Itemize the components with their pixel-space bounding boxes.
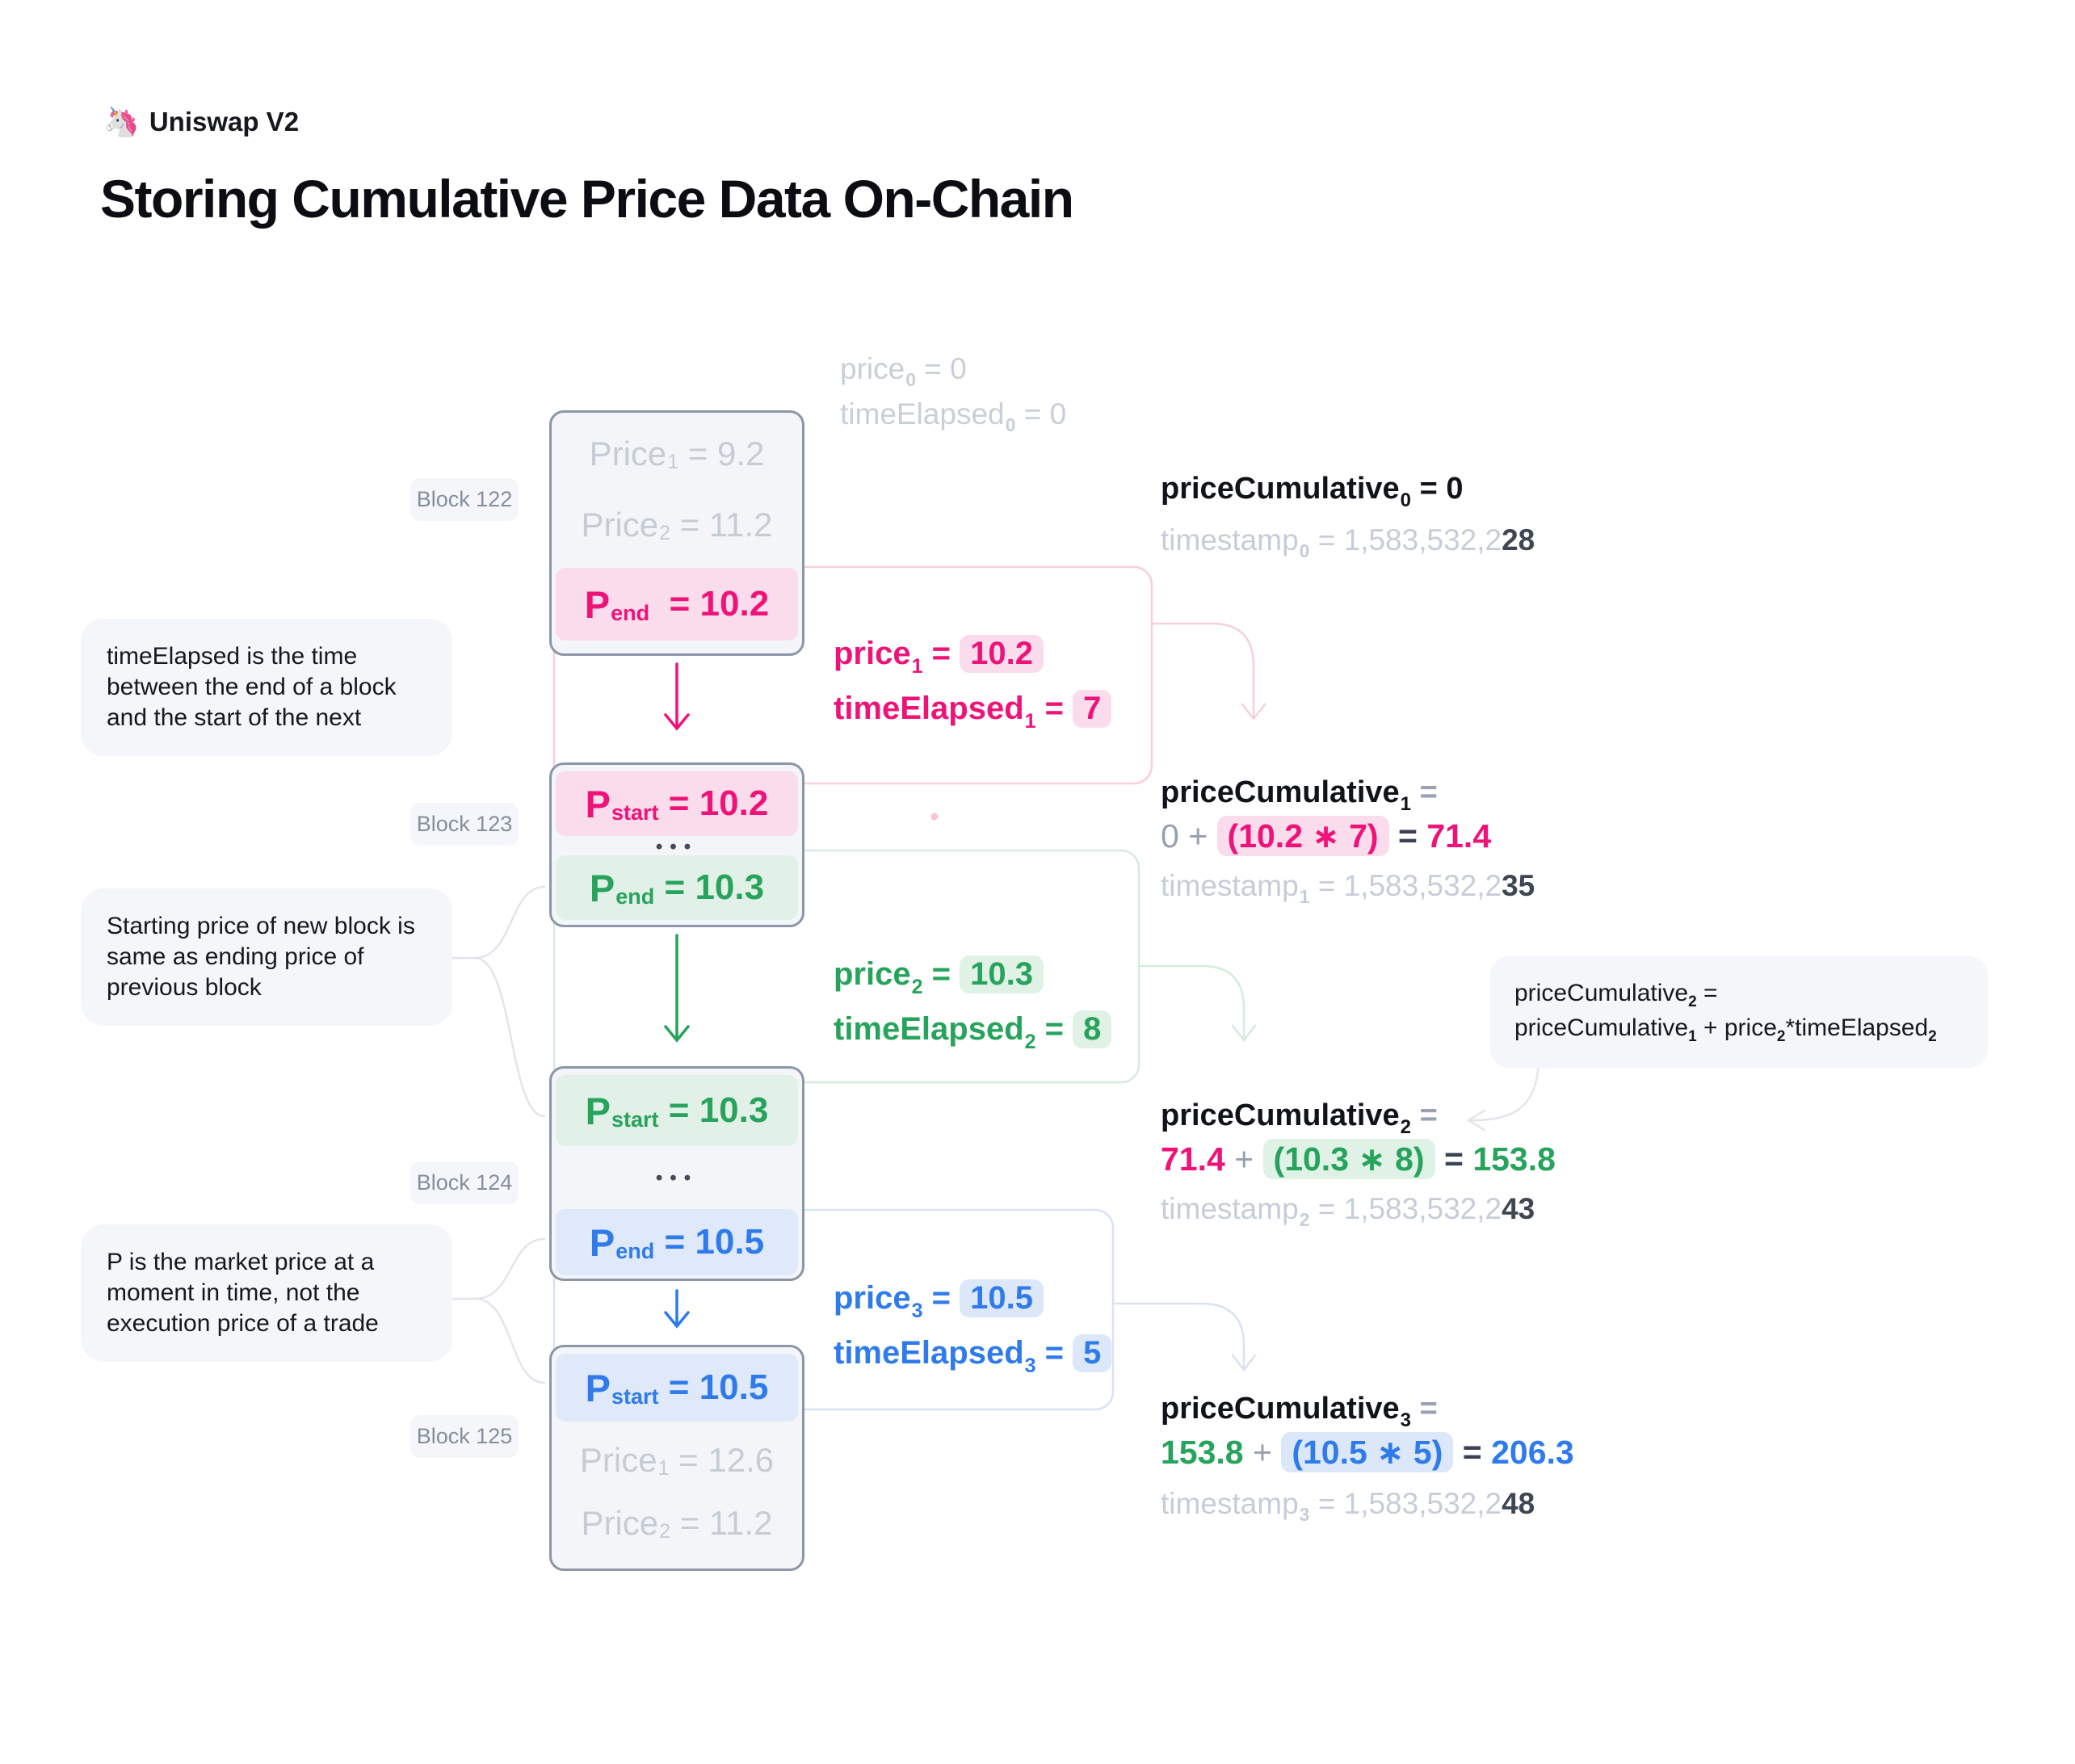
price-cumulative-1-equation: 0 + (10.2 ∗ 7) = 71.4 — [1161, 816, 1492, 856]
block-124-badge: Block 124 — [410, 1161, 519, 1204]
logo-text: Uniswap V2 — [149, 107, 300, 136]
blue-group-outline — [552, 1208, 1115, 1411]
price2-annotation: price 2 = 10.3 — [834, 956, 1044, 998]
note2-brace-connector — [447, 885, 546, 1118]
green-branch-arrow — [1137, 964, 1257, 1043]
cumulative-formula-note: priceCumulative2 = priceCumulative1 + pr… — [1490, 956, 1988, 1068]
timestamp-2: timestamp 2 = 1,583,532,2 43 — [1161, 1192, 1535, 1231]
price-cumulative-1-title: priceCumulative 1 = — [1161, 775, 1438, 815]
time-elapsed1-annotation: timeElapsed 1 = 7 — [834, 690, 1112, 733]
blue-branch-arrow — [1111, 1302, 1257, 1372]
decorative-pink-dot — [930, 813, 939, 821]
price-cumulative-2-title: priceCumulative 2 = — [1161, 1098, 1438, 1138]
note-time-elapsed: timeElapsed is the time between the end … — [81, 619, 452, 756]
note-market-price: P is the market price at a moment in tim… — [81, 1224, 452, 1362]
pink-branch-arrow — [1150, 622, 1266, 721]
time-elapsed0-label: timeElapsed 0 = 0 — [840, 397, 1067, 436]
time-elapsed3-annotation: timeElapsed 3 = 5 — [834, 1334, 1112, 1377]
block-125-badge: Block 125 — [410, 1415, 519, 1458]
app-logo: 🦄 Uniswap V2 — [103, 107, 299, 137]
block123-to-124-arrow — [664, 934, 690, 1043]
block122-to-123-arrow — [664, 662, 690, 731]
price-cumulative-3-equation: 153.8 + (10.5 ∗ 5) = 206.3 — [1161, 1432, 1574, 1472]
price-cumulative-0-title: priceCumulative 0 = 0 — [1161, 472, 1464, 511]
time-elapsed2-annotation: timeElapsed 2 = 8 — [834, 1010, 1112, 1053]
price1-annotation: price 1 = 10.2 — [834, 635, 1044, 678]
unicorn-icon: 🦄 — [103, 105, 140, 138]
block-122-price1: Price 1 = 9.2 — [589, 435, 765, 473]
formula-note-arrow — [1466, 1055, 1540, 1132]
pink-group-outline — [552, 565, 1153, 785]
formula-line-2: priceCumulative1 + price2*timeElapsed2 — [1514, 1014, 1937, 1046]
block-125-price1: Price 1 = 12.6 — [579, 1441, 775, 1480]
note3-brace-connector — [447, 1237, 546, 1384]
note-starting-price: Starting price of new block is same as e… — [81, 888, 452, 1026]
price0-label: price 0 = 0 — [840, 352, 967, 391]
block-123-ellipsis: ••• — [655, 836, 699, 858]
block-123-badge: Block 123 — [410, 803, 519, 846]
price3-annotation: price 3 = 10.5 — [834, 1279, 1044, 1322]
formula-line-1: priceCumulative2 = — [1514, 980, 1718, 1011]
timestamp-0: timestamp 0 = 1,583,532,2 28 — [1161, 523, 1535, 562]
timestamp-3: timestamp 3 = 1,583,532,2 48 — [1161, 1487, 1535, 1526]
block-122-price2: Price 2 = 11.2 — [581, 506, 773, 544]
block-122-badge: Block 122 — [410, 478, 519, 521]
price-cumulative-3-title: priceCumulative 3 = — [1161, 1392, 1438, 1431]
block124-to-125-arrow — [664, 1289, 690, 1329]
page-title: Storing Cumulative Price Data On-Chain — [100, 169, 1074, 229]
block-124-ellipsis: ••• — [655, 1167, 699, 1189]
price-cumulative-2-equation: 71.4 + (10.3 ∗ 8) = 153.8 — [1161, 1139, 1556, 1179]
block-125-price2: Price 2 = 11.2 — [581, 1504, 773, 1543]
timestamp-1: timestamp 1 = 1,583,532,2 35 — [1161, 869, 1535, 908]
